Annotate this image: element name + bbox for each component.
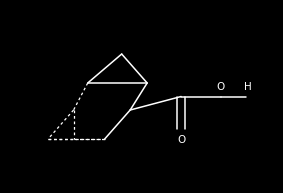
Text: O: O [177, 135, 185, 145]
Text: H: H [244, 82, 252, 92]
Text: O: O [216, 82, 225, 92]
